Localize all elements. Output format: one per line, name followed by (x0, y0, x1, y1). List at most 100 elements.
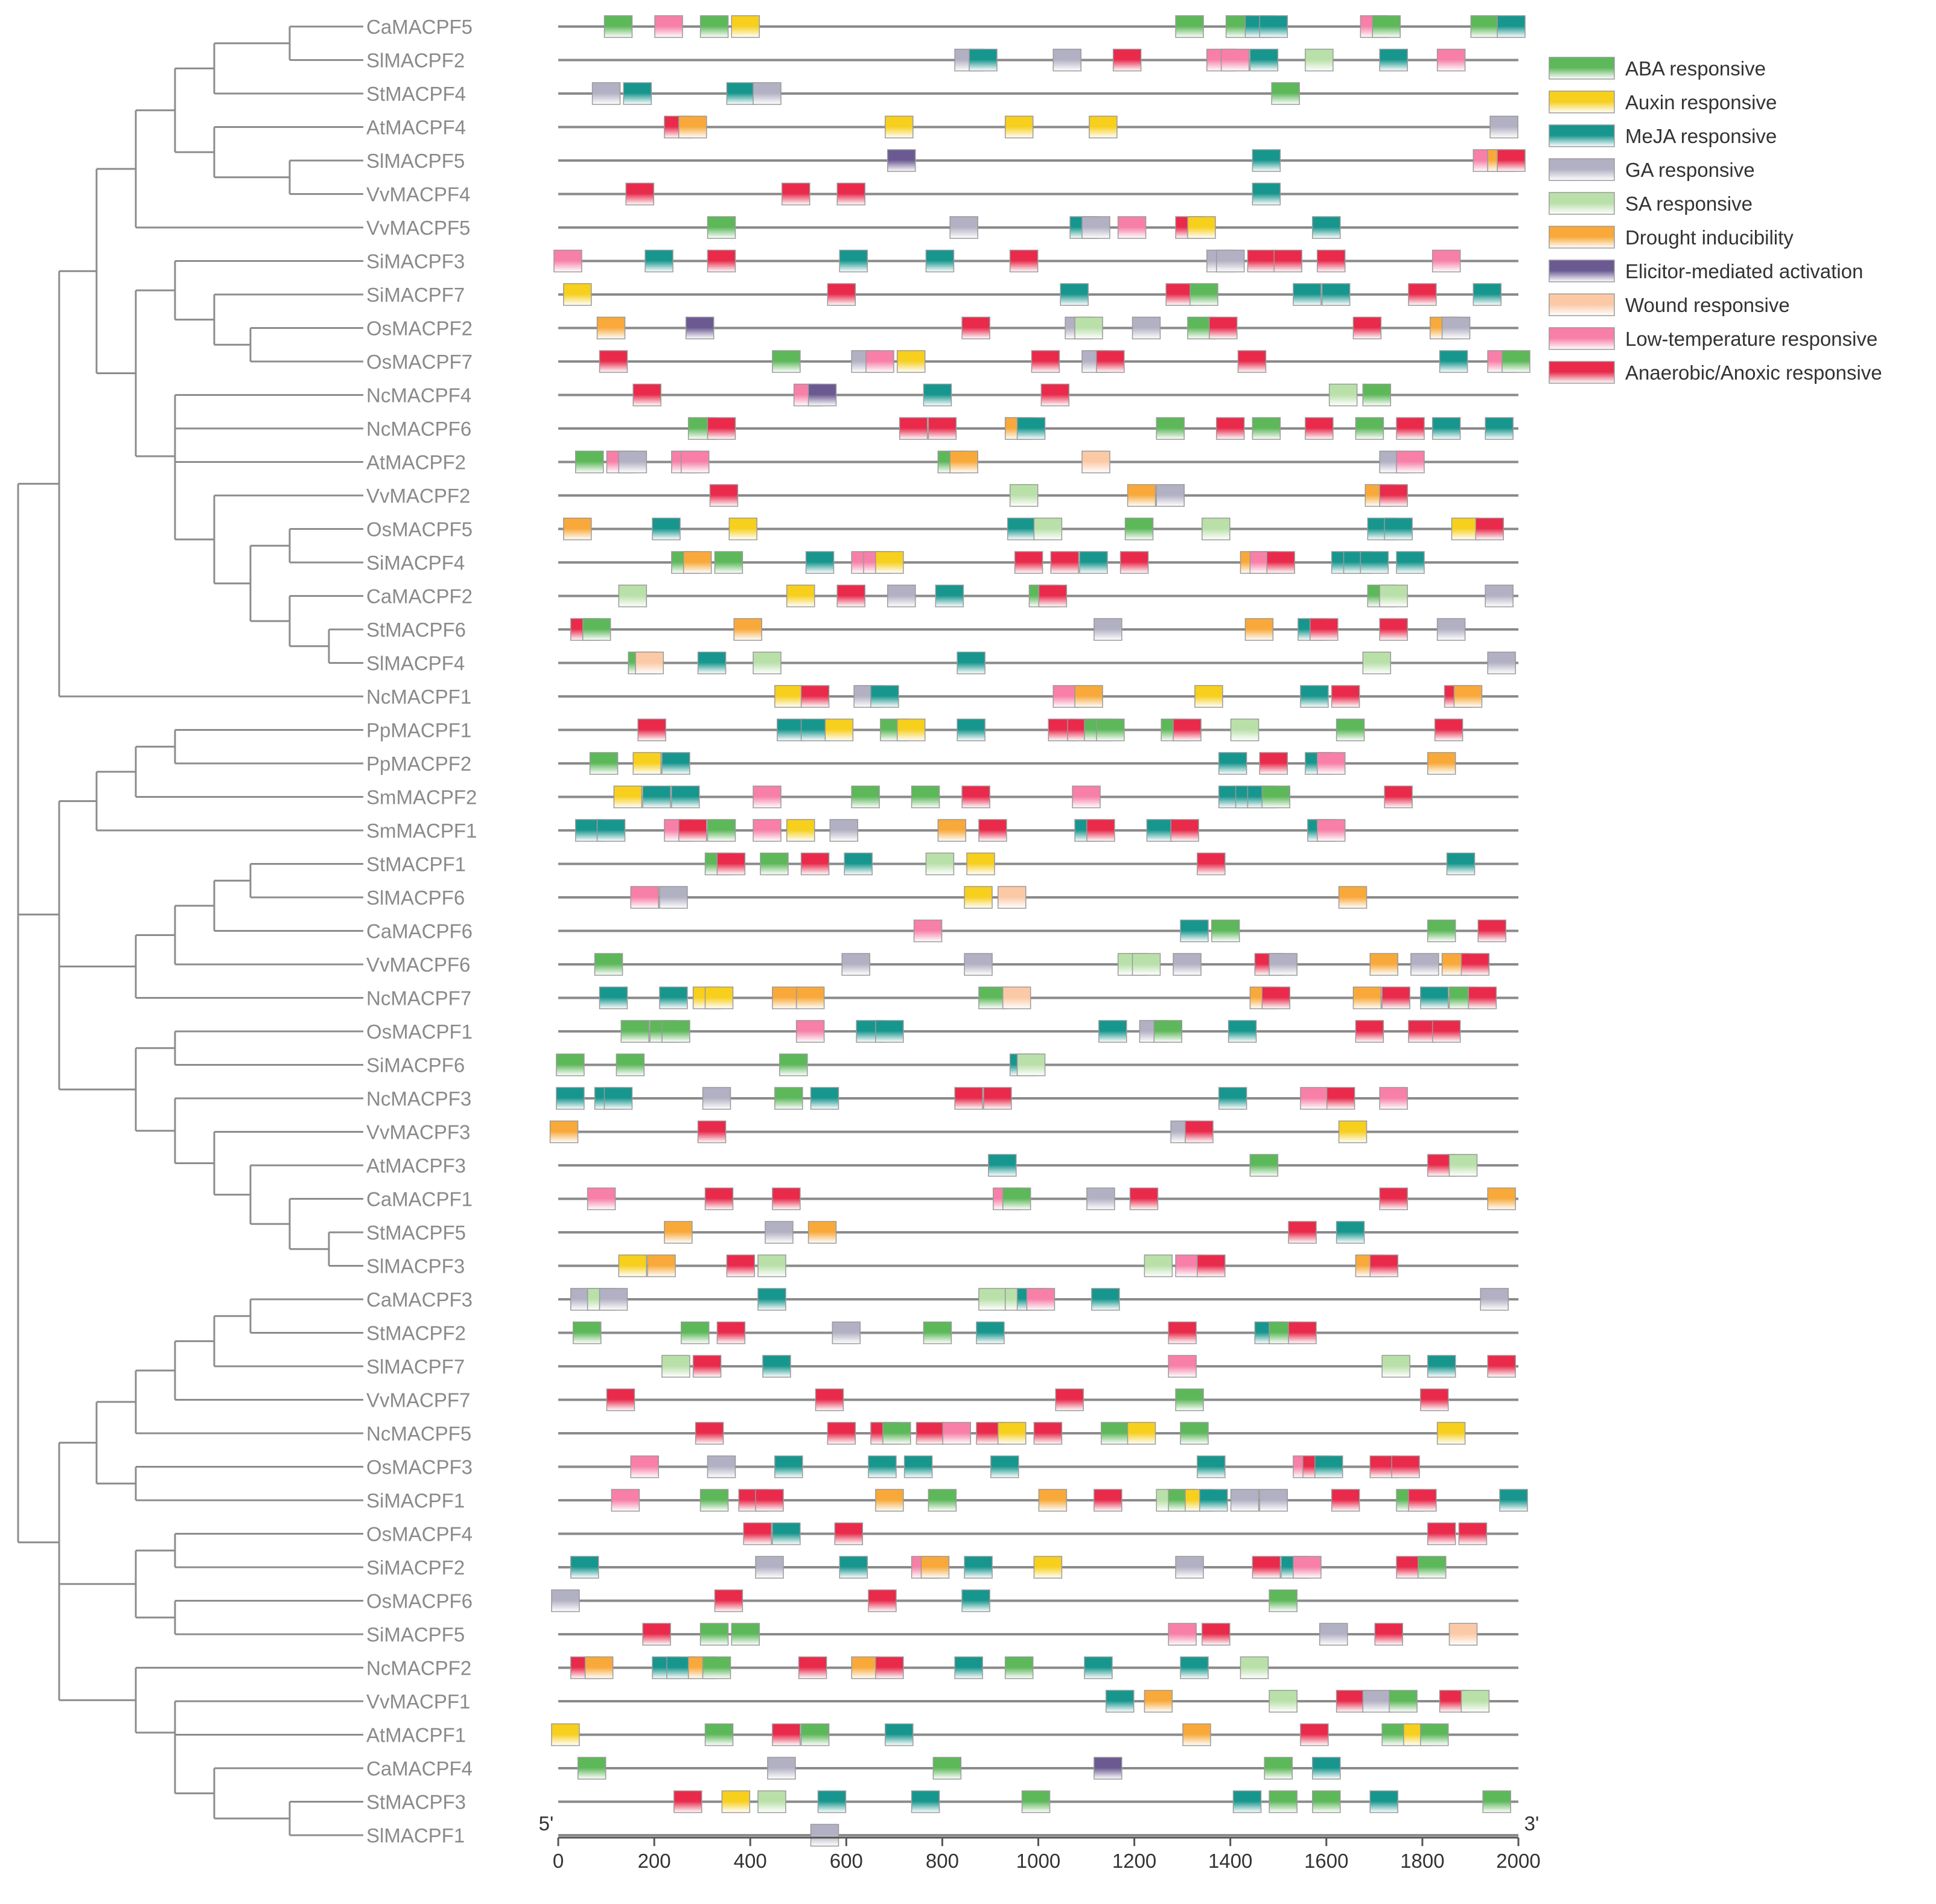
gene-row: SiMACPF1 (366, 1489, 1528, 1512)
element-box-meja (1439, 350, 1468, 373)
element-box-ga (1259, 1489, 1288, 1512)
gene-row: VvMACPF3 (366, 1120, 1518, 1144)
element-box-meja (642, 785, 671, 809)
element-box-aba (932, 1757, 962, 1780)
element-box-meja (1252, 182, 1281, 206)
axis-tick-label: 800 (926, 1850, 959, 1872)
element-box-anaerobic (1310, 618, 1339, 641)
element-box-anaerobic (697, 1120, 727, 1144)
element-box-meja (870, 685, 899, 708)
element-box-lowtemp (1317, 752, 1346, 775)
gene-row: SlMACPF1 (366, 1824, 1518, 1847)
element-box-aba (1252, 417, 1281, 440)
legend-swatch (1549, 192, 1615, 215)
axis-tick-label: 200 (638, 1850, 671, 1872)
element-box-meja (964, 1556, 993, 1579)
element-box-meja (1497, 15, 1526, 38)
element-box-anaerobic (726, 1254, 756, 1278)
element-box-anaerobic (1261, 986, 1291, 1010)
element-box-meja (1146, 819, 1176, 842)
element-box-sa (1460, 1690, 1490, 1713)
gene-label: VvMACPF5 (366, 217, 470, 239)
element-box-meja (1197, 1455, 1226, 1479)
element-box-anaerobic (1259, 752, 1288, 775)
element-box-anaerobic (1300, 1723, 1329, 1746)
legend-item: GA responsive (1549, 158, 1755, 181)
element-box-lowtemp (1431, 249, 1461, 273)
axis-start-label: 5' (539, 1812, 554, 1835)
element-box-sa (1016, 1053, 1046, 1077)
element-box-meja (1446, 852, 1476, 876)
gene-label: NcMACPF2 (366, 1657, 471, 1680)
gene-label: SiMACPF7 (366, 284, 465, 306)
element-box-elicitor (887, 149, 916, 172)
gene-label: OsMACPF3 (366, 1456, 473, 1479)
gene-label: VvMACPF2 (366, 485, 470, 507)
element-box-anaerobic (961, 316, 990, 340)
element-box-meja (1314, 1455, 1343, 1479)
element-box-meja (1396, 551, 1425, 574)
element-box-auxin (1033, 1556, 1063, 1579)
element-box-meja (1228, 1020, 1257, 1043)
element-box-meja (875, 1020, 904, 1043)
element-box-ga (829, 819, 859, 842)
element-box-aba (1124, 517, 1154, 541)
element-box-ga (1215, 249, 1245, 273)
gene-row: NcMACPF7 (366, 986, 1518, 1010)
gene-label: VvMACPF3 (366, 1121, 470, 1144)
element-box-meja (659, 986, 688, 1010)
element-box-auxin (704, 986, 734, 1010)
element-box-drought (1127, 484, 1156, 507)
gene-label: StMACPF5 (366, 1221, 466, 1244)
element-box-aba (1004, 1656, 1034, 1680)
element-box-anaerobic (642, 1623, 671, 1646)
element-box-aba (572, 1321, 602, 1345)
gene-rows: CaMACPF5 SlMACPF2 StMACPF4 AtMACPF4 SlMACPF5… (366, 15, 1530, 1847)
element-box-drought (949, 450, 978, 474)
element-box-lowtemp (1317, 819, 1346, 842)
element-box-anaerobic (1431, 1020, 1461, 1043)
element-box-wound (1002, 986, 1031, 1010)
element-box-auxin (731, 15, 760, 38)
element-box-ga (591, 82, 621, 105)
element-box-sa (1144, 1254, 1173, 1278)
gene-row: NcMACPF5 (366, 1422, 1518, 1445)
element-box-drought (1352, 986, 1382, 1010)
element-box-aba (714, 551, 744, 574)
element-box-anaerobic (1427, 1522, 1456, 1546)
element-box-ga (1441, 316, 1471, 340)
element-box-anaerobic (704, 1187, 734, 1211)
gene-row: SlMACPF6 (366, 886, 1518, 909)
element-box-aba (680, 1321, 710, 1345)
gene-row: StMACPF6 (366, 618, 1518, 641)
element-box-drought (920, 1556, 950, 1579)
gene-label: NcMACPF1 (366, 686, 471, 708)
element-box-meja (556, 1087, 585, 1110)
element-box-lowtemp (913, 919, 943, 943)
element-box-ga (1086, 1187, 1115, 1211)
element-box-anaerobic (1460, 953, 1490, 976)
gene-row: OsMACPF4 (366, 1522, 1518, 1546)
gene-label: VvMACPF7 (366, 1389, 470, 1412)
element-box-anaerobic (815, 1388, 844, 1412)
element-box-ga (707, 1455, 736, 1479)
element-box-lowtemp (942, 1422, 972, 1445)
element-box-anaerobic (1317, 249, 1346, 273)
element-box-ga (659, 886, 688, 909)
element-box-aba (1175, 1388, 1204, 1412)
element-box-meja (903, 1455, 933, 1479)
element-box-meja (1180, 1656, 1209, 1680)
gene-label: CaMACPF6 (366, 920, 473, 943)
gene-row: StMACPF2 (366, 1321, 1518, 1345)
element-box-elicitor (807, 383, 837, 407)
gene-label: StMACPF1 (366, 853, 466, 876)
legend-swatch (1549, 91, 1615, 113)
element-box-aba (1312, 1790, 1341, 1813)
element-box-sa (1074, 316, 1103, 340)
element-box-aba (882, 1422, 911, 1445)
legend-item: Auxin responsive (1549, 91, 1777, 113)
element-box-meja (923, 383, 952, 407)
element-box-meja (988, 1154, 1017, 1177)
gene-row: CaMACPF5 (366, 15, 1526, 38)
gene-row: SlMACPF2 (366, 48, 1518, 72)
